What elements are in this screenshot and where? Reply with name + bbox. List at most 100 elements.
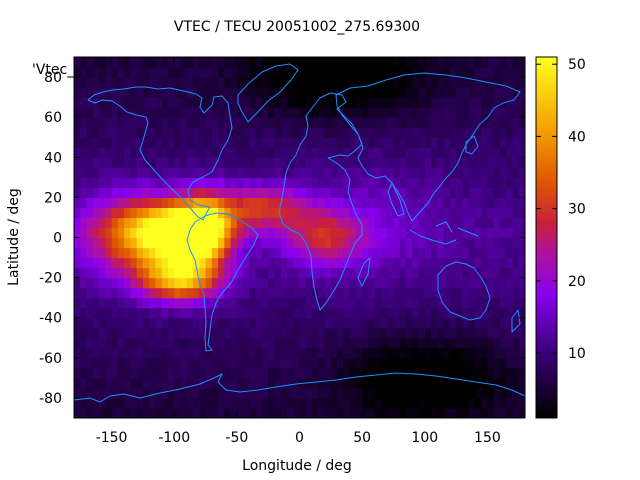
heatmap-cell: [136, 357, 144, 369]
heatmap-cell: [124, 367, 131, 379]
heatmap-cell: [499, 307, 507, 319]
heatmap-cell: [161, 347, 169, 359]
heatmap-cell: [236, 127, 244, 138]
heatmap-cell: [124, 207, 131, 219]
heatmap-cell: [399, 267, 407, 279]
heatmap-cell: [261, 317, 269, 329]
coast-south-america: [186, 212, 259, 352]
heatmap-cell: [518, 187, 525, 198]
x-tick-label: -150: [96, 430, 128, 446]
heatmap-cell: [518, 327, 525, 339]
heatmap-cell: [236, 247, 244, 259]
heatmap-cell: [86, 107, 94, 118]
heatmap-cell: [337, 307, 344, 319]
heatmap-cell: [506, 357, 514, 369]
heatmap-cell: [337, 277, 344, 289]
heatmap-cell: [456, 227, 463, 239]
heatmap-cell: [399, 157, 407, 168]
heatmap-cell: [355, 197, 363, 209]
heatmap-cell: [405, 97, 413, 108]
heatmap-cell: [456, 347, 463, 359]
heatmap-cell: [349, 77, 357, 88]
heatmap-cell: [512, 327, 520, 339]
heatmap-cell: [374, 357, 382, 369]
heatmap-cell: [493, 117, 501, 128]
heatmap-cell: [506, 317, 514, 329]
heatmap-cell: [468, 387, 476, 399]
heatmap-cell: [518, 67, 525, 78]
heatmap-cell: [180, 337, 188, 349]
heatmap-cell: [167, 347, 175, 359]
heatmap-cell: [299, 207, 307, 219]
heatmap-cell: [111, 147, 119, 158]
heatmap-cell: [99, 127, 106, 138]
heatmap-cell: [362, 247, 369, 259]
heatmap-cell: [149, 327, 157, 339]
heatmap-cell: [280, 157, 288, 168]
heatmap-cell: [393, 387, 401, 399]
heatmap-cell: [330, 147, 338, 158]
heatmap-cell: [324, 247, 332, 259]
heatmap-cell: [299, 267, 307, 279]
heatmap-cell: [224, 287, 232, 299]
heatmap-cell: [249, 407, 257, 418]
heatmap-cell: [481, 157, 489, 168]
heatmap-cell: [99, 137, 106, 148]
heatmap-cell: [355, 297, 363, 309]
heatmap-cell: [330, 157, 338, 168]
heatmap-cell: [86, 127, 94, 138]
heatmap-cell: [124, 197, 131, 209]
heatmap-cell: [330, 337, 338, 349]
heatmap-cell: [86, 97, 94, 108]
heatmap-cell: [274, 347, 282, 359]
heatmap-cell: [405, 337, 413, 349]
heatmap-cell: [174, 107, 182, 118]
heatmap-cell: [180, 187, 188, 198]
heatmap-cell: [412, 347, 420, 359]
heatmap-cell: [431, 177, 438, 188]
heatmap-cell: [387, 397, 395, 409]
heatmap-cell: [86, 217, 94, 229]
heatmap-cell: [218, 387, 225, 399]
heatmap-cell: [261, 217, 269, 229]
heatmap-cell: [280, 337, 288, 349]
heatmap-cell: [155, 407, 163, 418]
heatmap-cell: [299, 347, 307, 359]
heatmap-cell: [437, 177, 445, 188]
heatmap-cell: [355, 367, 363, 379]
heatmap-cell: [324, 77, 332, 88]
heatmap-cell: [412, 377, 420, 389]
heatmap-cell: [374, 217, 382, 229]
heatmap-cell: [124, 57, 131, 68]
heatmap-cell: [280, 267, 288, 279]
heatmap-cell: [243, 337, 250, 349]
heatmap-cell: [481, 227, 489, 239]
heatmap-cell: [506, 117, 514, 128]
heatmap-cell: [499, 107, 507, 118]
heatmap-cell: [80, 207, 88, 219]
heatmap-cell: [437, 227, 445, 239]
heatmap-cell: [117, 77, 125, 88]
heatmap-cell: [261, 287, 269, 299]
heatmap-cell: [193, 387, 200, 399]
colorbar-tick-label: 10: [568, 346, 586, 362]
heatmap-cell: [318, 297, 326, 309]
y-axis-label: Latitude / deg: [6, 188, 22, 286]
heatmap-cell: [286, 357, 294, 369]
heatmap-cell: [456, 207, 463, 219]
heatmap-cell: [230, 297, 238, 309]
heatmap-cell: [418, 407, 426, 418]
heatmap-cell: [92, 267, 100, 279]
heatmap-cell: [449, 347, 457, 359]
heatmap-cell: [130, 167, 138, 178]
heatmap-cell: [180, 287, 188, 299]
heatmap-cell: [512, 317, 520, 329]
heatmap-cell: [261, 257, 269, 269]
heatmap-cell: [380, 327, 388, 339]
heatmap-cell: [380, 147, 388, 158]
heatmap-cell: [86, 407, 94, 418]
heatmap-cell: [343, 397, 351, 409]
heatmap-cell: [324, 337, 332, 349]
heatmap-cell: [499, 277, 507, 289]
heatmap-cell: [355, 387, 363, 399]
